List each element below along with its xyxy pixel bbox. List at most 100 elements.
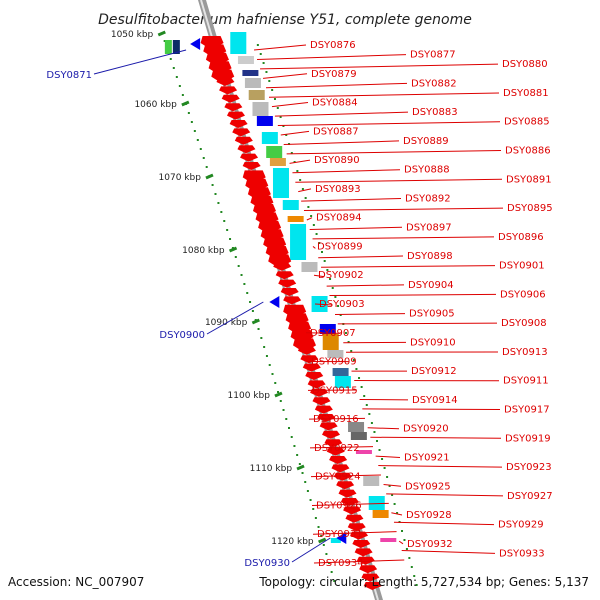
- forward-gene-arrow: [363, 582, 382, 590]
- gene-label[interactable]: DSY0932: [407, 539, 453, 550]
- gene-label[interactable]: DSY0907: [310, 328, 356, 339]
- gene-label[interactable]: DSY0895: [507, 203, 553, 214]
- gene-label[interactable]: DSY0927: [507, 491, 553, 502]
- scale-tick: [157, 30, 166, 37]
- gene-label[interactable]: DSY0893: [315, 184, 361, 195]
- forward-gene-arrow: [361, 573, 380, 582]
- gene-label[interactable]: DSY0933: [499, 548, 545, 559]
- gene-label[interactable]: DSY0920: [403, 424, 449, 435]
- gene-label[interactable]: DSY0908: [501, 318, 547, 329]
- reverse-gene-arrow: [190, 38, 201, 50]
- cog-block: [230, 32, 247, 54]
- gene-label[interactable]: DSY0899: [317, 241, 363, 252]
- gene-label[interactable]: DSY0883: [412, 107, 458, 118]
- label-leader-line: [306, 217, 313, 221]
- gene-label[interactable]: DSY0904: [408, 280, 454, 291]
- label-leader-line: [93, 49, 187, 75]
- forward-gene-arrow: [331, 464, 350, 473]
- gene-label[interactable]: DSY0876: [310, 40, 356, 51]
- gene-label[interactable]: DSY0896: [498, 232, 544, 243]
- cog-block: [242, 70, 259, 76]
- forward-gene-arrow: [352, 540, 371, 548]
- genome-summary-text: Topology: circular; Length: 5,727,534 bp…: [258, 575, 589, 589]
- gene-label[interactable]: DSY0906: [500, 289, 546, 300]
- gene-label[interactable]: DSY0871: [46, 70, 92, 81]
- gene-label[interactable]: DSY0926: [316, 500, 362, 511]
- gene-label[interactable]: DSY0889: [403, 136, 449, 147]
- forward-gene-arrow: [310, 388, 329, 397]
- gene-label[interactable]: DSY0905: [409, 309, 455, 320]
- forward-gene-arrow: [336, 481, 355, 490]
- accession-text: Accession: NC_007907: [8, 575, 144, 589]
- gene-label[interactable]: DSY0916: [313, 414, 359, 425]
- forward-gene-arrow: [268, 254, 292, 269]
- gene-label[interactable]: DSY0911: [503, 376, 549, 387]
- gene-label[interactable]: DSY0882: [411, 78, 457, 89]
- gene-label[interactable]: DSY0909: [311, 357, 357, 368]
- gene-label[interactable]: DSY0921: [404, 452, 450, 463]
- gene-label[interactable]: DSY0919: [505, 433, 551, 444]
- gene-label[interactable]: DSY0923: [506, 462, 552, 473]
- gene-label[interactable]: DSY0887: [313, 126, 359, 137]
- label-leader-line: [334, 313, 406, 315]
- label-leader-line: [260, 63, 499, 70]
- gene-label[interactable]: DSY0910: [410, 337, 456, 348]
- forward-gene-arrow: [319, 422, 338, 431]
- label-leader-line: [386, 493, 504, 497]
- reverse-gene-arrow: [269, 296, 280, 308]
- gene-label[interactable]: DSY0877: [410, 50, 456, 61]
- gene-label[interactable]: DSY0913: [502, 347, 548, 358]
- cog-block: [244, 78, 261, 88]
- forward-gene-arrow: [216, 78, 235, 86]
- gene-label[interactable]: DSY0915: [312, 385, 358, 396]
- cog-block: [327, 350, 344, 358]
- gene-label[interactable]: DSY0885: [504, 117, 550, 128]
- gene-label[interactable]: DSY0902: [318, 270, 364, 281]
- scale-tick-label: 1050 kbp: [111, 30, 154, 40]
- label-leader-line: [401, 550, 496, 554]
- gene-label[interactable]: DSY0892: [405, 193, 451, 204]
- gene-label[interactable]: DSY0931: [317, 529, 363, 540]
- cog-block: [269, 158, 286, 166]
- gene-label[interactable]: DSY0929: [498, 520, 544, 531]
- gene-label[interactable]: DSY0886: [505, 146, 551, 157]
- cog-block: [237, 56, 254, 64]
- gene-label[interactable]: DSY0934: [318, 558, 364, 569]
- gene-label[interactable]: DSY0898: [407, 251, 453, 262]
- gene-label[interactable]: DSY0881: [503, 88, 549, 99]
- forward-gene-arrow: [350, 531, 369, 540]
- scale-tick-label: 1080 kbp: [182, 246, 225, 256]
- gene-label[interactable]: DSY0930: [244, 558, 290, 569]
- gene-label[interactable]: DSY0914: [412, 395, 458, 406]
- gene-label[interactable]: DSY0901: [499, 261, 545, 272]
- gene-label[interactable]: DSY0897: [406, 222, 452, 233]
- cog-block: [380, 538, 397, 542]
- gene-label[interactable]: DSY0891: [506, 174, 552, 185]
- cog-block: [248, 90, 265, 100]
- label-leader-line: [329, 293, 497, 297]
- gene-label[interactable]: DSY0903: [319, 299, 365, 310]
- forward-gene-arrow: [273, 262, 292, 271]
- gene-label[interactable]: DSY0879: [311, 69, 357, 80]
- label-leader-line: [286, 150, 502, 155]
- gene-label[interactable]: DSY0880: [502, 59, 548, 70]
- label-leader-line: [312, 236, 495, 240]
- scale-tick: [318, 537, 327, 544]
- gene-label[interactable]: DSY0894: [316, 213, 362, 224]
- gene-label[interactable]: DSY0890: [314, 155, 360, 166]
- gene-label[interactable]: DSY0928: [406, 510, 452, 521]
- gene-label[interactable]: DSY0900: [159, 330, 205, 341]
- cog-block: [272, 168, 289, 198]
- gene-label[interactable]: DSY0925: [405, 481, 451, 492]
- label-leader-line: [378, 465, 503, 468]
- gene-label[interactable]: DSY0924: [315, 472, 361, 483]
- gene-label[interactable]: DSY0917: [504, 405, 550, 416]
- gene-label[interactable]: DSY0912: [411, 366, 457, 377]
- forward-gene-arrow: [326, 447, 345, 456]
- gene-label[interactable]: DSY0888: [404, 165, 450, 176]
- label-leader-line: [303, 207, 504, 212]
- gene-label[interactable]: DSY0922: [314, 443, 360, 454]
- forward-gene-arrow: [314, 405, 333, 414]
- cog-block: [363, 476, 380, 486]
- gene-label[interactable]: DSY0884: [312, 98, 358, 109]
